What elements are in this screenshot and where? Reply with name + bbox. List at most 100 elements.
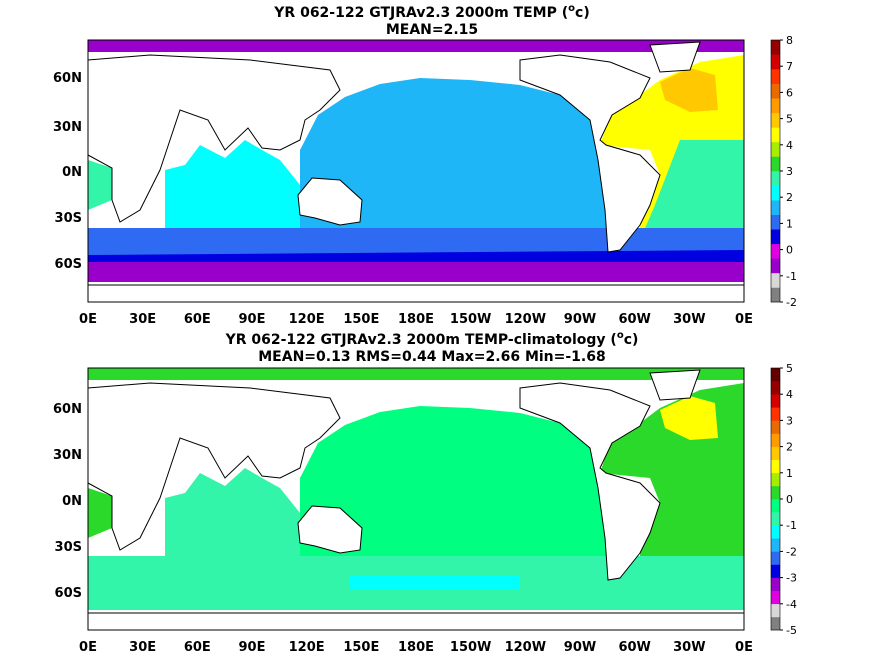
bottom-colorbar-ticklabel-8: 3 (786, 414, 793, 427)
bottom-colorbar-swatch-12 (771, 459, 780, 474)
top-colorbar-swatch-8 (771, 171, 780, 186)
bottom-colorbar-swatch-17 (771, 394, 780, 408)
bottom-xtick-7: 150W (450, 640, 491, 655)
bottom-southern-ocean (88, 556, 744, 590)
bottom-colorbar-swatch-10 (771, 485, 780, 500)
bottom-x-axis: 0E 30E 60E 90E 120E 150E 180E 150W 120W 90W 60W 30W… (79, 640, 753, 655)
bottom-colorbar-swatch-16 (771, 407, 780, 421)
top-subpolar-atlantic (660, 68, 718, 112)
top-indian-ocean (165, 140, 300, 240)
bottom-xtick-6: 180E (398, 640, 434, 655)
top-land (88, 41, 744, 302)
bottom-colorbar-swatch-8 (771, 512, 780, 526)
top-title-line1: YR 062-122 GTJRAv2.3 2000m TEMP (oc) (273, 3, 589, 21)
top-map-frame (87, 39, 745, 303)
bottom-xtick-8: 120W (505, 640, 546, 655)
bottom-map (88, 368, 744, 630)
top-map (88, 40, 744, 302)
top-colorbar-swatch-12 (771, 112, 780, 128)
top-antarctica (88, 284, 744, 302)
bottom-colorbar-swatch-14 (771, 433, 780, 447)
bottom-colorbar-swatch-5 (771, 551, 780, 565)
top-colorbar: -2 -1 0 1 2 3 4 5 6 7 8 (770, 34, 797, 309)
top-colorbar-swatch-1 (771, 272, 780, 288)
bottom-colorbar-ticklabel-2: -3 (786, 572, 797, 585)
top-ytick-60s: 60S (55, 257, 82, 272)
top-colorbar-swatch-3 (771, 243, 780, 259)
top-xtick-7: 150W (450, 312, 491, 327)
top-south-atlantic (640, 140, 744, 240)
top-ytick-0n: 0N (62, 165, 82, 180)
bottom-colorbar-ticklabel-7: 2 (786, 441, 793, 454)
top-pacific-ocean (300, 78, 612, 240)
bottom-colorbar-swatch-18 (771, 381, 780, 395)
top-colorbar-swatch-9 (771, 156, 780, 172)
top-colorbar-ticklabel-0: -2 (786, 296, 797, 309)
bottom-xtick-11: 30W (673, 640, 705, 655)
bottom-colorbar-swatch-15 (771, 420, 780, 434)
bottom-colorbar-swatch-3 (771, 577, 780, 591)
top-australia (297, 177, 363, 226)
top-panel: YR 062-122 GTJRAv2.3 2000m TEMP (oc) MEA… (53, 3, 797, 327)
bottom-title-line1: YR 062-122 GTJRAv2.3 2000m TEMP-climatol… (225, 330, 639, 348)
bottom-ytick-30n: 30N (53, 448, 82, 463)
bottom-xtick-9: 90W (564, 640, 596, 655)
top-colorbar-ticklabel-3: 1 (786, 217, 793, 230)
top-xtick-2: 60E (184, 312, 211, 327)
bottom-colorbar-swatch-6 (771, 538, 780, 552)
bottom-ytick-60s: 60S (55, 586, 82, 601)
top-xtick-9: 90W (564, 312, 596, 327)
bottom-colorbar-swatch-0 (771, 616, 780, 631)
top-colorbar-ticklabel-4: 2 (786, 191, 793, 204)
bottom-xtick-0: 0E (79, 640, 97, 655)
top-colorbar-swatch-2 (771, 258, 780, 274)
top-antarctic-margin (88, 262, 744, 282)
top-colorbar-ticklabel-1: -1 (786, 270, 797, 283)
bottom-colorbar-swatch-11 (771, 472, 780, 487)
bottom-colorbar-ticklabel-0: -5 (786, 624, 797, 637)
top-xtick-6: 180E (398, 312, 434, 327)
bottom-xtick-12: 0E (735, 640, 753, 655)
bottom-ytick-0n: 0N (62, 494, 82, 509)
top-title-line2: MEAN=2.15 (386, 22, 478, 38)
top-xtick-3: 90E (239, 312, 266, 327)
top-arctic-margin (88, 40, 744, 52)
top-colorbar-ticklabel-7: 5 (786, 113, 793, 126)
top-colorbar-swatch-13 (771, 98, 780, 114)
bottom-colorbar-swatch-1 (771, 603, 780, 618)
top-ytick-60n: 60N (53, 71, 82, 86)
top-ytick-30n: 30N (53, 120, 82, 135)
top-colorbar-swatch-15 (771, 69, 780, 84)
bottom-xtick-2: 60E (184, 640, 211, 655)
top-colorbar-ticklabel-6: 4 (786, 139, 793, 152)
top-colorbar-swatch-11 (771, 127, 780, 143)
bottom-colorbar-ticklabel-5: 0 (786, 493, 793, 506)
top-xtick-11: 30W (673, 312, 705, 327)
bottom-xtick-1: 30E (129, 640, 156, 655)
bottom-south-atlantic (640, 468, 744, 568)
bottom-arctic-margin (88, 368, 744, 380)
top-colorbar-ticklabel-2: 0 (786, 244, 793, 257)
top-xtick-12: 0E (735, 312, 753, 327)
bottom-xtick-4: 120E (289, 640, 325, 655)
bottom-colorbar-ticklabel-9: 4 (786, 388, 793, 401)
top-colorbar-ticklabel-10: 8 (786, 34, 793, 47)
bottom-colorbar-swatch-2 (771, 590, 780, 605)
bottom-pacific-ocean (300, 406, 612, 568)
bottom-xtick-5: 150E (343, 640, 379, 655)
top-xtick-5: 150E (343, 312, 379, 327)
bottom-colorbar: -5 -4 -3 -2 -1 0 1 2 3 4 5 (770, 362, 797, 637)
top-y-axis: 60N 30N 0N 30S 60S (53, 71, 82, 272)
top-colorbar-swatch-17 (771, 40, 780, 55)
bottom-ytick-60n: 60N (53, 402, 82, 417)
top-colorbar-swatch-10 (771, 141, 780, 157)
bottom-colorbar-ticklabel-4: -1 (786, 519, 797, 532)
bottom-panel: YR 062-122 GTJRAv2.3 2000m TEMP-climatol… (53, 330, 797, 655)
bottom-australia (297, 505, 363, 554)
bottom-map-frame (87, 367, 745, 631)
bottom-colorbar-swatch-13 (771, 446, 780, 460)
top-xtick-4: 120E (289, 312, 325, 327)
bottom-americas (519, 382, 661, 581)
top-xtick-1: 30E (129, 312, 156, 327)
